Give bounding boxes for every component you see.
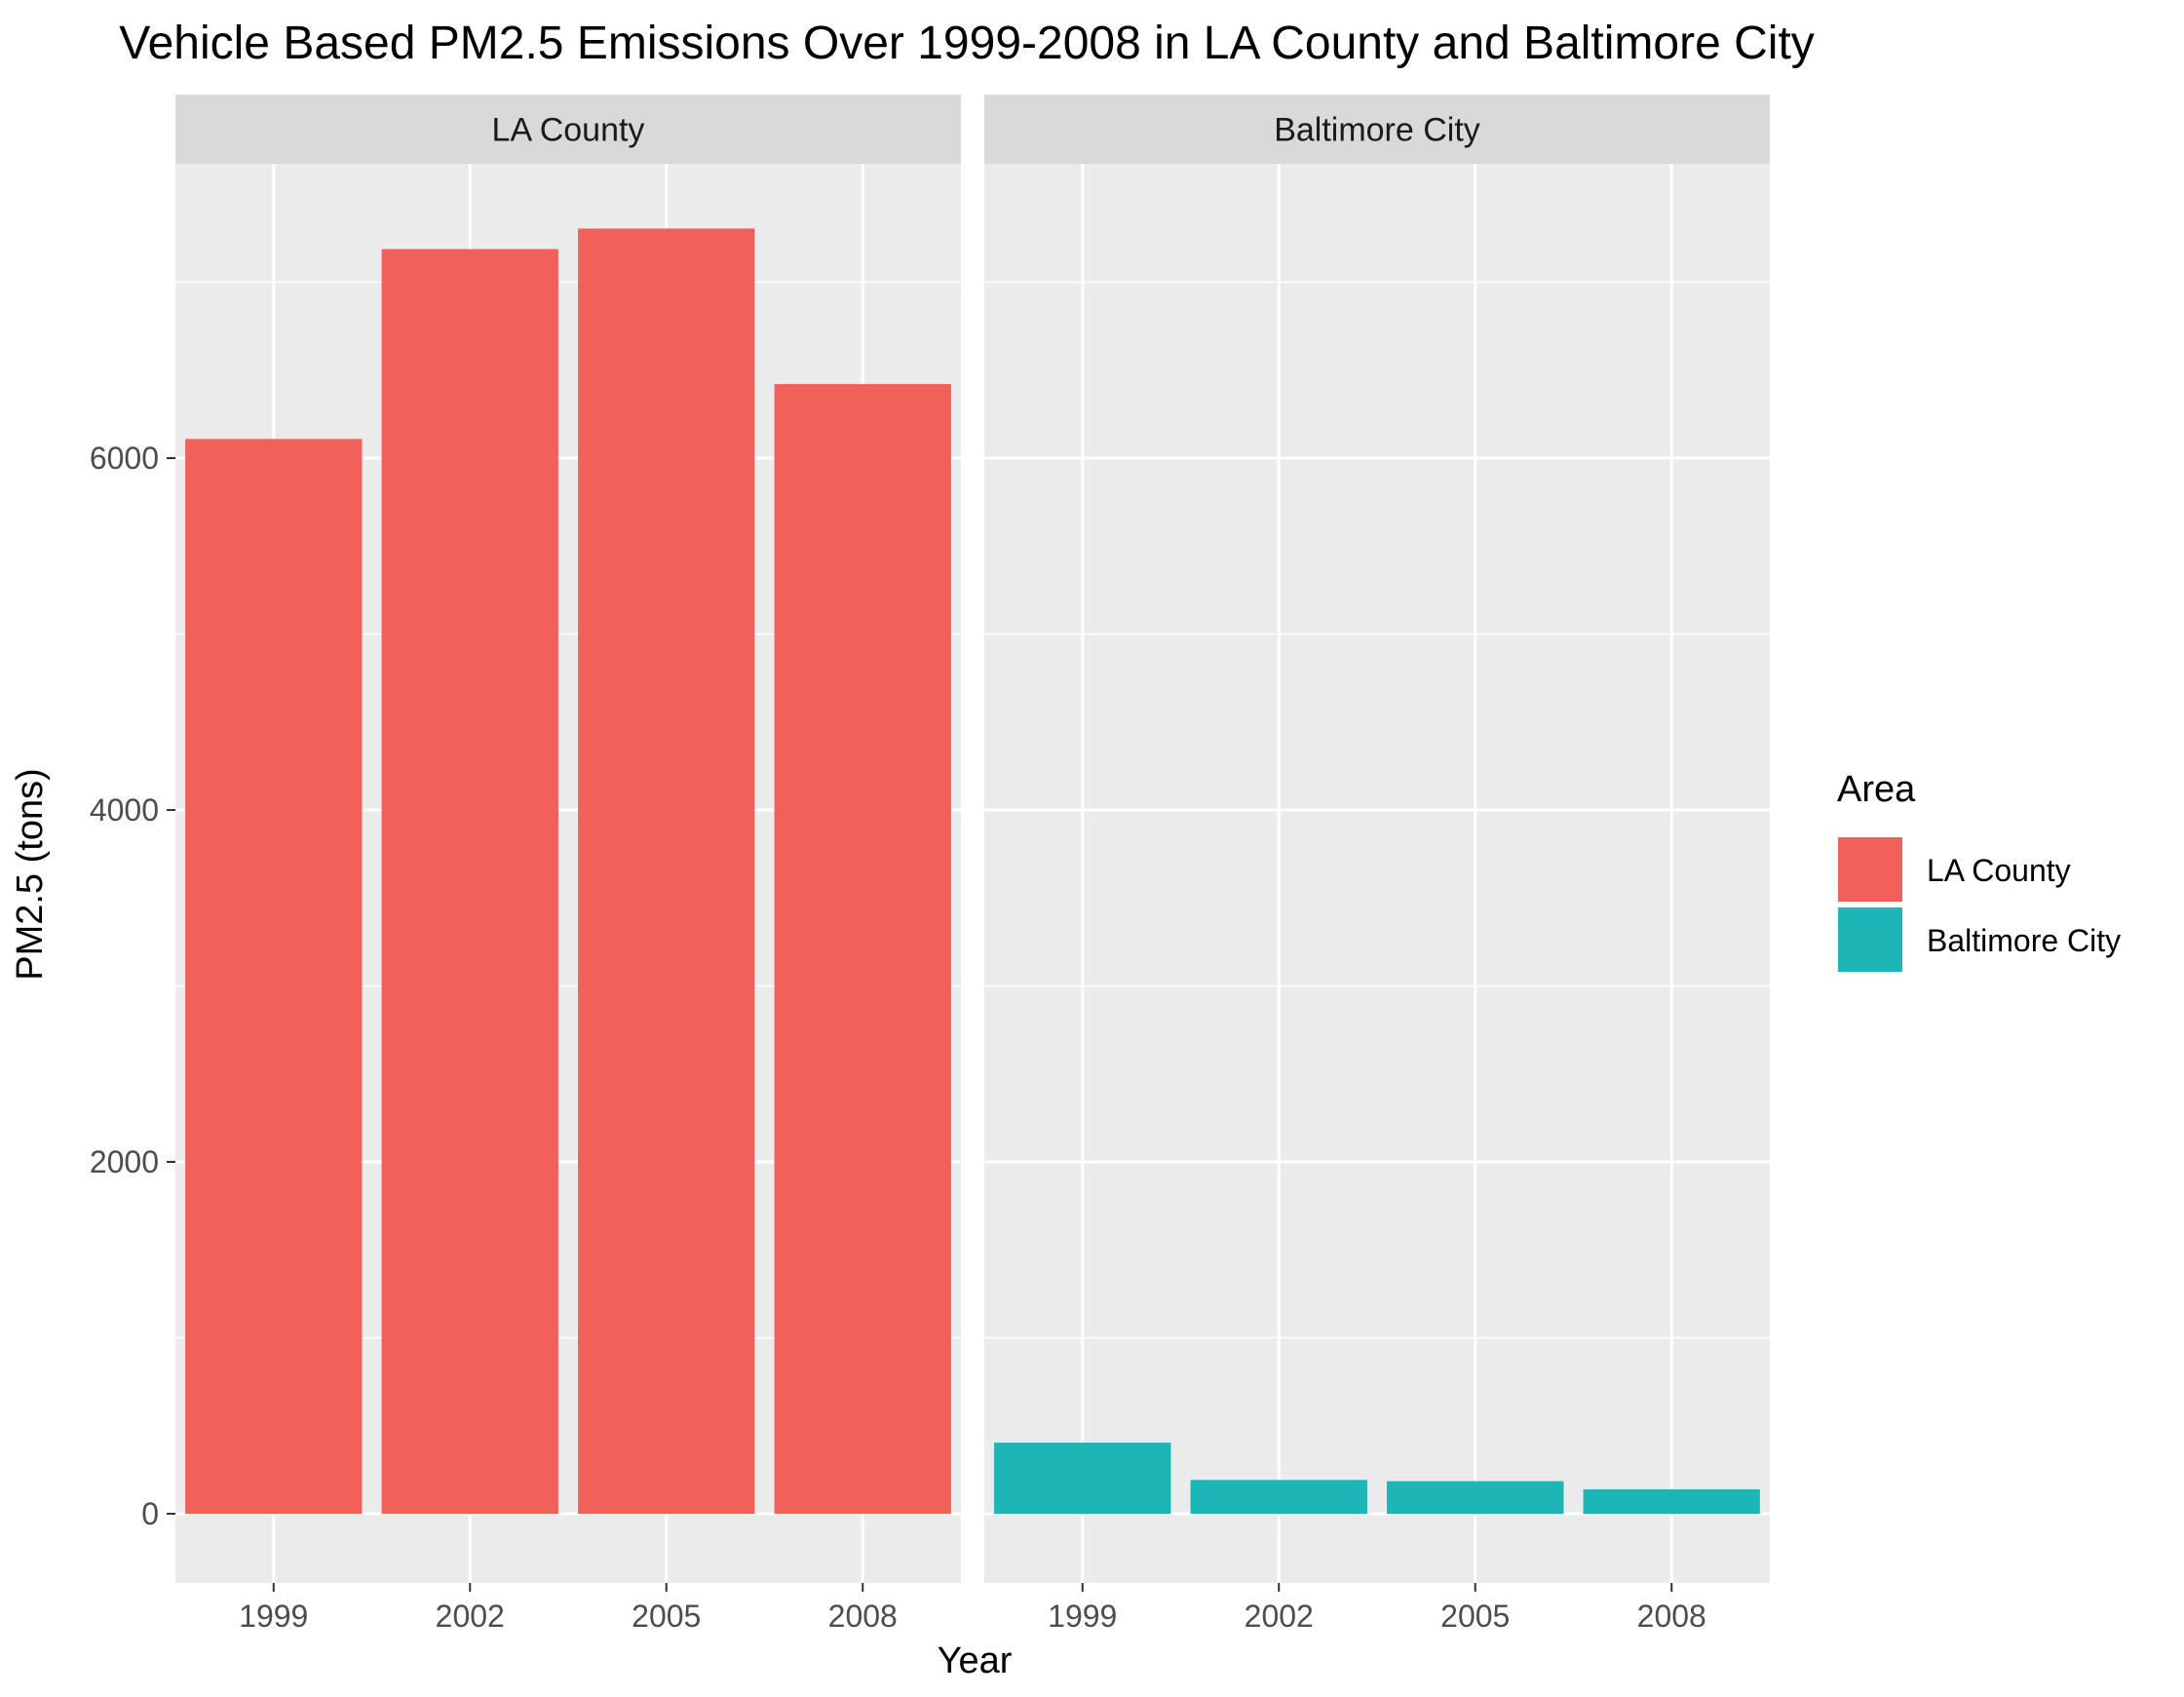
x-tick-label: 1999	[1048, 1599, 1117, 1634]
y-tick-label: 4000	[90, 792, 159, 828]
y-tick-label: 6000	[90, 441, 159, 476]
legend-title: Area	[1837, 769, 1916, 810]
bar-la-county-2008	[774, 384, 951, 1514]
bar-baltimore-city-2002	[1190, 1480, 1367, 1514]
y-axis-label: PM2.5 (tons)	[10, 768, 51, 981]
chart-title: Vehicle Based PM2.5 Emissions Over 1999-…	[119, 18, 1815, 69]
facet-strip-label: Baltimore City	[1274, 112, 1480, 149]
x-tick-label: 2008	[828, 1599, 898, 1634]
x-tick-label: 2002	[1245, 1599, 1314, 1634]
bar-baltimore-city-2005	[1387, 1481, 1564, 1514]
x-tick-label: 2005	[1440, 1599, 1510, 1634]
legend: Area LA County Baltimore City	[1836, 769, 2121, 974]
legend-swatch	[1836, 835, 1904, 904]
bar-la-county-1999	[185, 439, 363, 1515]
facet-strip	[175, 95, 961, 164]
x-tick-label: 1999	[239, 1599, 308, 1634]
facet-panels: LA County 1999 2002 2005 2008 Baltimore City 1…	[175, 95, 1770, 1634]
x-axis-label: Year	[938, 1640, 1013, 1681]
bar-baltimore-city-2008	[1583, 1488, 1760, 1514]
legend-label: Baltimore City	[1927, 923, 2121, 958]
y-tick-label: 0	[141, 1496, 159, 1531]
facet-strip	[984, 95, 1770, 164]
x-tick-label: 2008	[1637, 1599, 1706, 1634]
x-tick-label: 2002	[436, 1599, 505, 1634]
bar-la-county-2002	[381, 249, 558, 1514]
legend-swatch	[1836, 906, 1904, 974]
facet-panel: LA County 1999 2002 2005 2008	[175, 95, 961, 1634]
legend-label: LA County	[1927, 853, 2071, 888]
facet-strip-label: LA County	[492, 112, 645, 149]
legend-items: LA County Baltimore City	[1836, 835, 2121, 974]
bar-la-county-2005	[578, 228, 755, 1514]
y-tick-label: 2000	[90, 1144, 159, 1179]
bar-baltimore-city-1999	[994, 1443, 1171, 1514]
x-tick-label: 2005	[632, 1599, 701, 1634]
facet-panel: Baltimore City 1999 2002 2005 2008	[984, 95, 1770, 1634]
panel-background	[984, 164, 1770, 1583]
y-axis: 0 2000 4000 6000	[90, 441, 175, 1531]
